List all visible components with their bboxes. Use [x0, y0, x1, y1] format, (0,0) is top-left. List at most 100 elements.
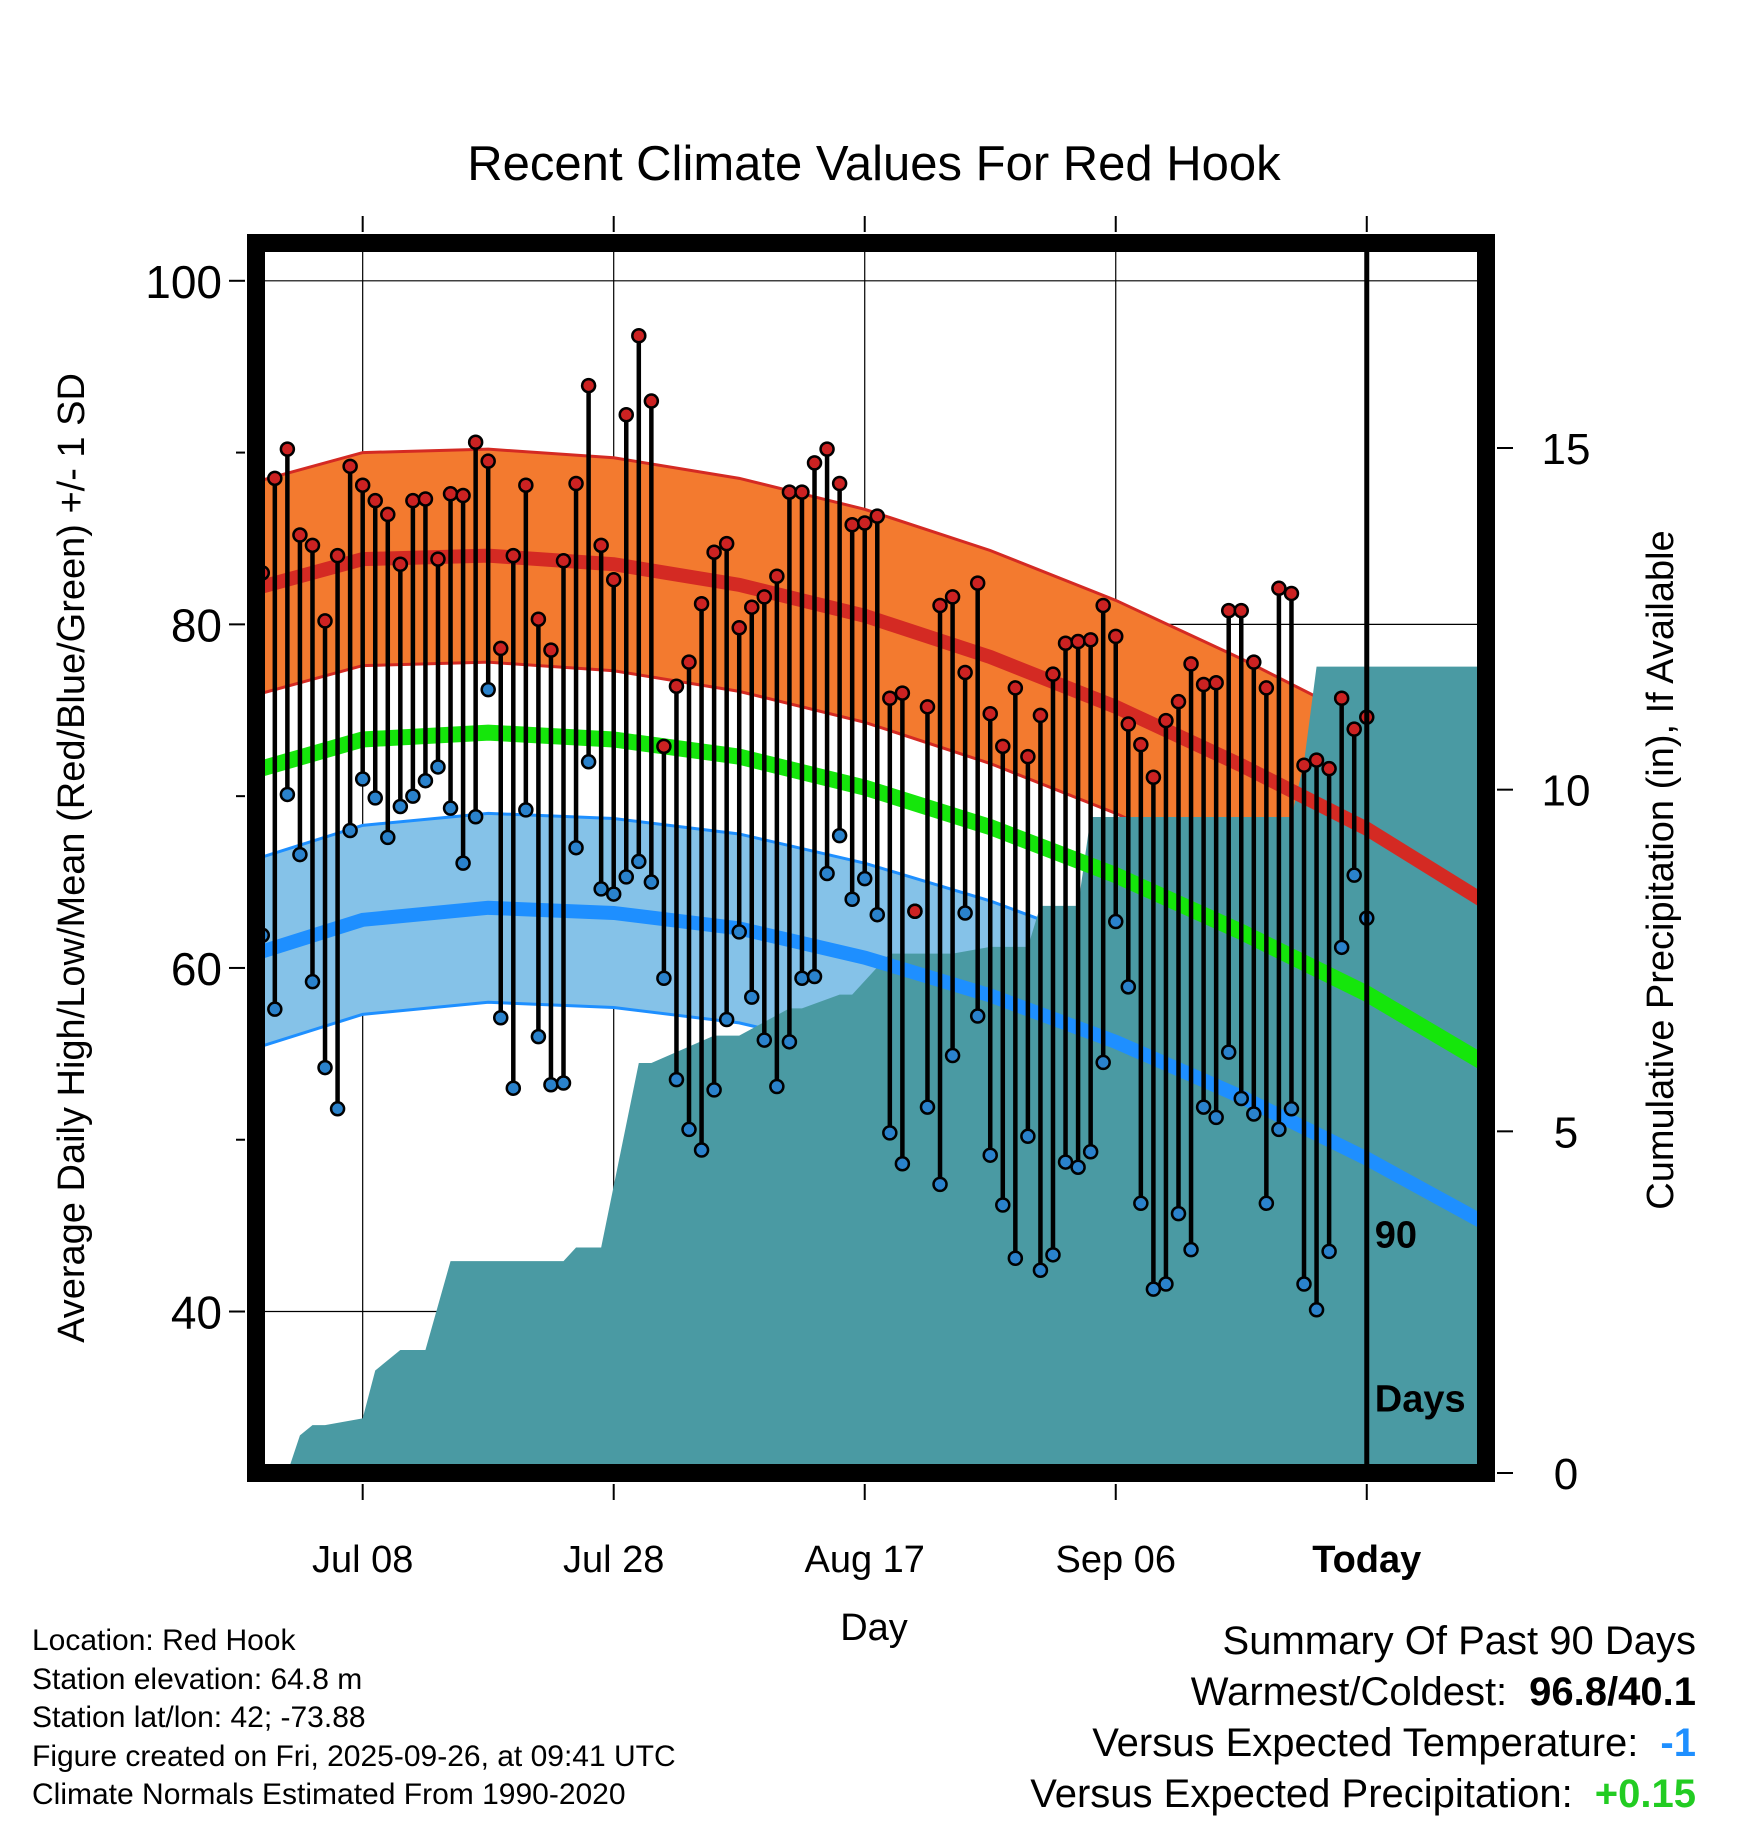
daily-low-dot [1045, 1247, 1061, 1263]
daily-low-dot [1057, 1154, 1074, 1170]
daily-low-dot [392, 798, 409, 815]
daily-high-dot [969, 575, 986, 591]
daily-high-dot [467, 434, 484, 451]
precipitation-area [287, 666, 1486, 1473]
elevation-text: Station elevation: 64.8 m [32, 1662, 363, 1696]
daily-high-dot [806, 455, 823, 471]
daily-high-dot [1195, 676, 1212, 693]
station-info: Location: Red Hook Station elevation: 64… [32, 1622, 676, 1815]
temp-value: -1 [1660, 1721, 1696, 1765]
y-tick-label: 60 [171, 943, 222, 995]
daily-high-dot [1321, 760, 1337, 777]
precip-label: Versus Expected Precipitation: [1030, 1772, 1573, 1816]
y2-tick-label: 5 [1554, 1108, 1578, 1157]
daily-low-dot [405, 788, 421, 804]
daily-high-dot [1020, 748, 1036, 765]
daily-low-dot [1333, 939, 1350, 956]
daily-high-dot [681, 654, 697, 670]
daily-low-dot [1308, 1302, 1325, 1318]
daily-high-dot [944, 589, 961, 605]
daily-high-dot [442, 486, 459, 502]
daily-high-dot [1145, 769, 1162, 786]
latlon-text: Station lat/lon: 42; -73.88 [32, 1701, 366, 1734]
daily-low-dot [417, 772, 434, 789]
daily-low-dot [844, 891, 860, 907]
daily-low-dot [718, 1011, 735, 1028]
daily-low-dot [1321, 1243, 1337, 1260]
daily-high-dot [932, 597, 948, 614]
daily-high-dot [555, 553, 572, 569]
daily-high-dot [1082, 632, 1099, 648]
daily-low-dot [505, 1080, 522, 1096]
daily-high-dot [794, 484, 810, 500]
daily-low-dot [794, 970, 810, 987]
precip-fill [287, 666, 1486, 1473]
x-tick-label: Jul 08 [312, 1539, 413, 1581]
daily-low-dot [267, 1001, 283, 1017]
daily-high-dot [1271, 580, 1287, 597]
daily-low-dot [731, 924, 747, 940]
daily-low-dot [957, 905, 973, 921]
daily-low-dot [1195, 1099, 1212, 1115]
warmest-value: 96.8/40.1 [1529, 1670, 1696, 1714]
daily-low-dot [631, 853, 647, 870]
daily-low-dot [430, 759, 446, 775]
precip-value: +0.15 [1594, 1772, 1696, 1816]
daily-high-dot [907, 903, 923, 920]
high-sd-band-upper-edge [256, 447, 1486, 798]
daily-low-dot [681, 1121, 697, 1138]
daily-high-dot [1133, 736, 1149, 753]
y2-axis-label: Cumulative Precipitation (in), If Availa… [1640, 530, 1682, 1209]
daily-low-dot [555, 1075, 572, 1091]
daily-low-dot [1107, 913, 1124, 930]
y2-tick-label: 15 [1542, 425, 1591, 474]
y2-tick-label: 0 [1554, 1450, 1578, 1499]
daily-low-dot [1233, 1090, 1250, 1107]
daily-high-dot [882, 690, 898, 706]
daily-low-dot [1246, 1106, 1262, 1122]
location-text: Location: Red Hook [32, 1624, 296, 1657]
daily-low-dot [1183, 1241, 1199, 1258]
today-days-label: 90 [1375, 1215, 1417, 1257]
daily-high-dot [492, 640, 509, 657]
daily-low-dot [367, 790, 383, 806]
plot-frame [247, 234, 1495, 1482]
daily-high-dot [1258, 680, 1275, 696]
daily-low-dot [668, 1071, 685, 1088]
daily-low-dot [618, 869, 635, 885]
daily-low-dot [329, 1101, 346, 1117]
daily-high-dot [1183, 656, 1199, 672]
y-tick-label: 80 [171, 599, 222, 651]
x-tick-label: Aug 17 [804, 1539, 924, 1581]
daily-high-dot [1208, 675, 1224, 691]
daily-high-dot [1070, 633, 1086, 650]
daily-high-dot [543, 642, 559, 658]
daily-low-dot [831, 827, 848, 844]
daily-low-dot [1082, 1144, 1099, 1160]
daily-high-dot [430, 551, 446, 567]
daily-high-dot [731, 620, 747, 636]
daily-low-dot [919, 1099, 936, 1115]
daily-low-dot [995, 1197, 1011, 1213]
daily-low-dot [1007, 1250, 1024, 1267]
daily-low-dot [1095, 1054, 1111, 1071]
daily-high-dot [919, 699, 936, 715]
daily-high-dot [342, 458, 358, 475]
daily-high-dot [1296, 757, 1312, 773]
daily-high-dot [568, 475, 584, 492]
daily-low-dot [279, 786, 296, 803]
daily-high-dot [1246, 654, 1262, 670]
daily-low-dot [342, 822, 358, 839]
daily-high-dot [1170, 693, 1187, 710]
daily-high-dot [455, 487, 471, 504]
daily-low-dot [605, 886, 622, 902]
daily-low-dot [518, 802, 534, 818]
daily-low-dot [580, 754, 597, 770]
daily-high-dot [417, 491, 434, 507]
daily-low-dot [819, 865, 835, 882]
daily-low-dot [1120, 979, 1137, 995]
daily-low-dot [1296, 1276, 1312, 1292]
daily-range-stems [260, 335, 1370, 1310]
daily-high-dot [718, 535, 735, 552]
